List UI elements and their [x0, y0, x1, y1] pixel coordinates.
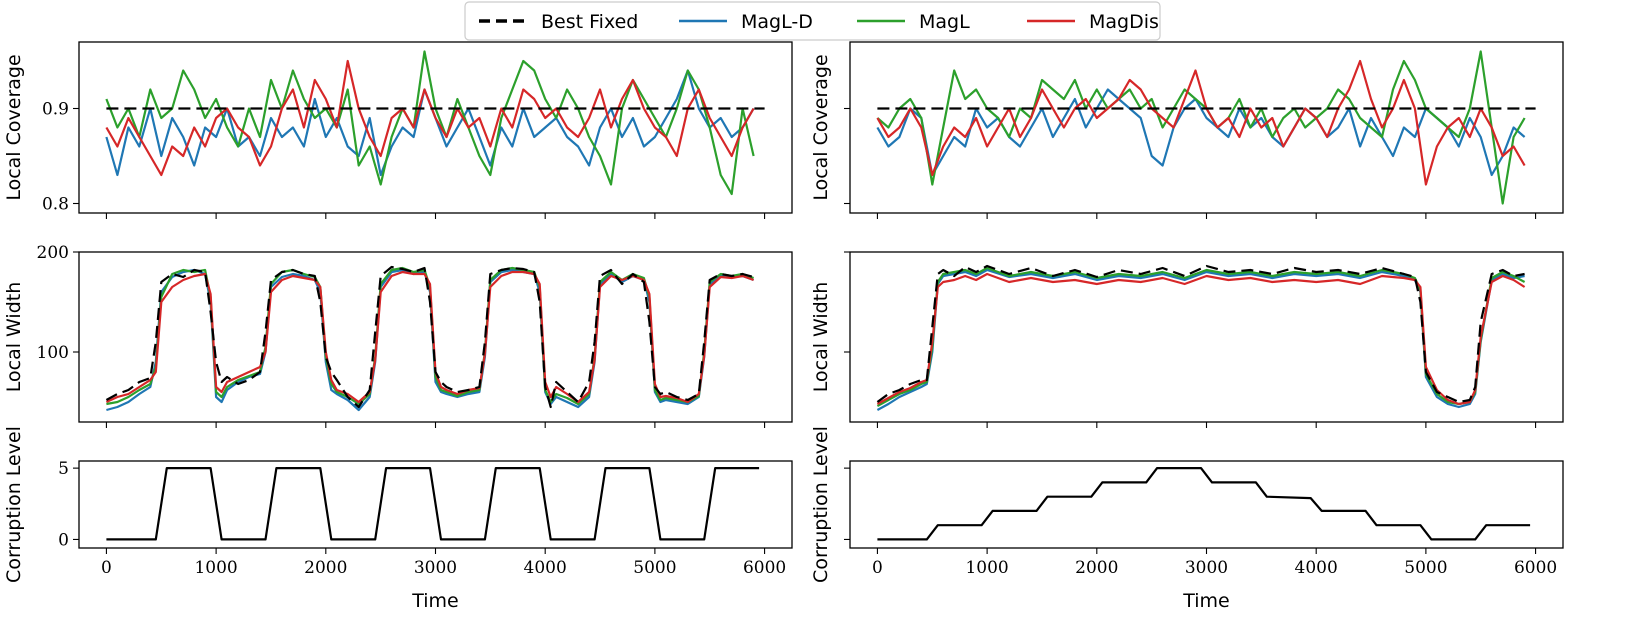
series-magl-d [876, 88, 1526, 177]
y-axis-label: Local Coverage [810, 54, 832, 200]
axes-frame [849, 41, 1564, 214]
x-tick-label: 5000 [1404, 558, 1447, 578]
series-magdis [105, 59, 755, 177]
x-tick-label: 0 [101, 558, 112, 578]
axes-frame [849, 251, 1564, 423]
x-tick-label: 4000 [524, 558, 567, 578]
series-magl [105, 50, 755, 196]
series-group [876, 50, 1536, 205]
series-group [877, 467, 1531, 541]
x-axis-label: Time [1182, 590, 1230, 612]
legend-label-magl: MagL [919, 11, 970, 33]
series-corruption-level [877, 467, 1531, 541]
x-tick-label: 0 [872, 558, 883, 578]
series-magdis [105, 270, 754, 404]
panel-left-width: 100 200 Local Width [3, 243, 793, 428]
x-tick-label: 1000 [194, 558, 237, 578]
y-tick-label: 200 [37, 243, 69, 263]
panel-right-corruption: 0 1000 2000 3000 4000 5000 6000 Corruption Leve… [810, 426, 1564, 612]
x-axis-label: Time [411, 590, 459, 612]
panel-left-coverage: 0.8 0.9 Local Coverage [3, 41, 793, 219]
y-axis-label: Local Width [3, 282, 25, 392]
series-group [106, 467, 760, 541]
legend-box [464, 1, 1161, 41]
axes-frame [78, 251, 793, 423]
x-tick-label: 1000 [965, 558, 1008, 578]
series-magdis [876, 272, 1526, 406]
panel-right-width: Local Width [810, 251, 1564, 428]
series-magdis [876, 59, 1526, 186]
legend-label-magl-d: MagL-D [741, 11, 813, 33]
legend: Best Fixed MagL-D MagL MagDis [464, 1, 1161, 41]
legend-label-magdis: MagDis [1089, 11, 1159, 33]
panel-left-corruption: 0 5 0 1000 2000 3000 4000 5000 6000 Corruption Le… [3, 426, 793, 612]
series-magl [876, 50, 1526, 205]
series-magl-d [876, 268, 1525, 411]
x-tick-label: 4000 [1295, 558, 1338, 578]
y-tick-label: 0 [58, 530, 69, 550]
panels: 0.8 0.9 Local Coverage Local Coverage 100 200… [3, 41, 1564, 612]
series-best-fixed [876, 264, 1525, 404]
y-axis-label: Corruption Level [810, 426, 832, 583]
y-axis-label: Local Width [810, 282, 832, 392]
y-tick-label: 0.9 [42, 100, 69, 120]
y-axis-label: Local Coverage [3, 54, 25, 200]
panel-right-coverage: Local Coverage [810, 41, 1564, 219]
series-best-fixed [105, 265, 754, 409]
series-corruption-level [106, 467, 760, 541]
x-tick-label: 3000 [414, 558, 457, 578]
y-tick-label: 5 [58, 459, 69, 479]
y-tick-label: 0.8 [42, 195, 69, 215]
x-tick-label: 2000 [1075, 558, 1118, 578]
legend-label-best-fixed: Best Fixed [541, 11, 638, 33]
x-tick-label: 2000 [304, 558, 347, 578]
axes-frame [78, 41, 793, 214]
x-tick-label: 3000 [1185, 558, 1228, 578]
y-tick-label: 100 [37, 343, 69, 363]
x-tick-label: 6000 [743, 558, 786, 578]
series-group [876, 264, 1526, 411]
x-tick-label: 5000 [633, 558, 676, 578]
x-tick-label: 6000 [1514, 558, 1557, 578]
series-group [105, 265, 754, 412]
series-group [105, 50, 765, 196]
series-magl [876, 266, 1526, 407]
y-axis-label: Corruption Level [3, 426, 25, 583]
